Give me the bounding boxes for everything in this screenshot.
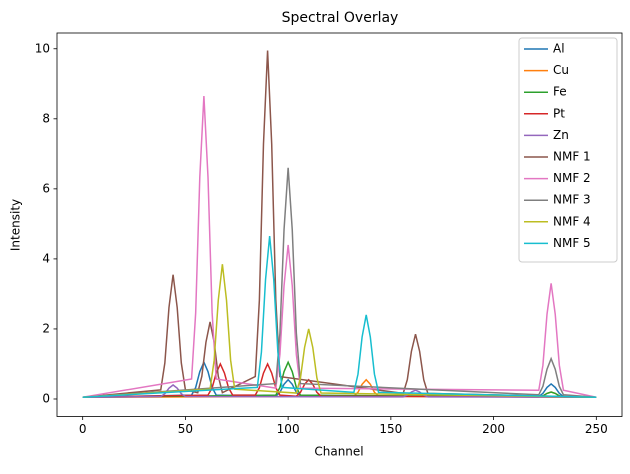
- series-line: [82, 96, 597, 398]
- legend-label: NMF 5: [553, 236, 591, 250]
- legend-label: Pt: [553, 106, 565, 120]
- legend-label: Zn: [553, 128, 569, 142]
- legend-label: Fe: [553, 85, 567, 99]
- series-line: [82, 264, 597, 398]
- y-tick-label: 10: [35, 41, 50, 55]
- legend-box: [518, 37, 618, 263]
- y-tick-label: 6: [42, 181, 50, 195]
- legend-label: NMF 4: [553, 214, 591, 228]
- y-tick-label: 2: [42, 321, 50, 335]
- y-tick-label: 0: [42, 391, 50, 405]
- legend-label: Cu: [553, 63, 569, 77]
- series-line: [82, 236, 597, 398]
- x-tick-label: 250: [585, 422, 608, 436]
- series-line: [82, 50, 597, 398]
- y-tick-label: 8: [42, 111, 50, 125]
- x-axis-label: Channel: [314, 445, 363, 459]
- series-line: [82, 167, 597, 398]
- x-tick-label: 150: [379, 422, 402, 436]
- legend-label: NMF 3: [553, 193, 591, 207]
- chart-title: Spectral Overlay: [282, 10, 399, 26]
- x-tick-label: 0: [79, 422, 87, 436]
- x-tick-label: 100: [277, 422, 300, 436]
- y-tick-label: 4: [42, 251, 50, 265]
- x-tick-label: 200: [482, 422, 505, 436]
- legend-label: Al: [553, 42, 565, 56]
- legend-label: NMF 1: [553, 150, 591, 164]
- x-tick-label: 50: [178, 422, 193, 436]
- y-axis-label: Intensity: [9, 199, 23, 251]
- legend-label: NMF 2: [553, 171, 591, 185]
- plot-frame: [56, 32, 623, 417]
